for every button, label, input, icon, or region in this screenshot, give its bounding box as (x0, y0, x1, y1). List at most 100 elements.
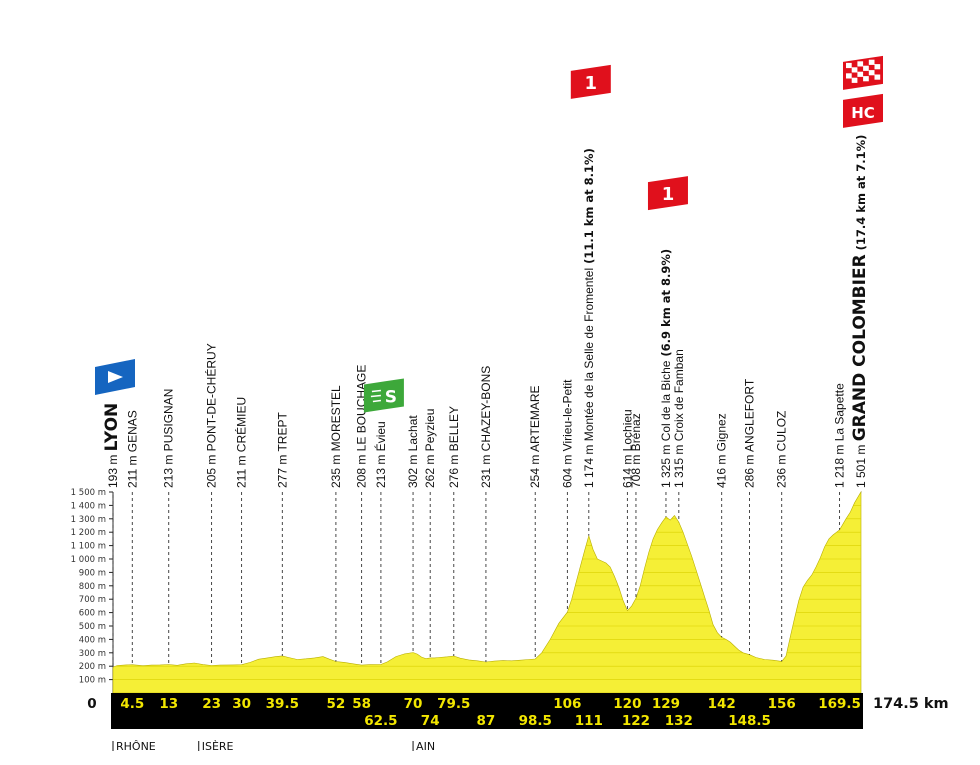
km-total-label: 174.5 km (873, 696, 949, 712)
waypoint-name: Col de la Biche (659, 360, 673, 441)
waypoint-label: 277 m TREPT (275, 412, 289, 488)
checker-square (863, 76, 869, 82)
waypoint-altitude: 231 m (479, 451, 493, 488)
sprint-badge-shape (363, 378, 404, 413)
waypoint-name: CHAZEY-BONS (479, 366, 493, 452)
waypoint-altitude: 236 m (775, 451, 789, 488)
km-band: 4.5 13 23 30 39.5 52 58 70 79.5 106 120 129 142 156 16… (87, 693, 949, 729)
waypoint-altitude: 416 m (715, 451, 729, 488)
km-marker: 13 (159, 696, 178, 712)
waypoint-name: ARTEMARE (528, 386, 542, 452)
waypoint-guides (112, 492, 841, 668)
waypoint-altitude: 208 m (355, 451, 369, 488)
sprint-speed-line (372, 399, 382, 403)
waypoint-name: PUSIGNAN (162, 389, 176, 452)
region-labels: RHÔNE ISÈRE AIN (112, 740, 435, 753)
climb-category-badge: 1 (570, 64, 611, 99)
climb-stats: (11.1 km at 8.1%) (582, 148, 596, 268)
waypoint-label: 208 m LE BOUCHAGE (355, 365, 369, 488)
climb-badges: S 1 1 HC (95, 55, 883, 413)
y-tick-label: 1 400 m (71, 501, 106, 511)
waypoint-label: 236 m CULOZ (775, 411, 789, 488)
waypoint-label: 1 325 m Col de la Biche (6.9 km at 8.9%) (659, 249, 673, 488)
region-label: AIN (416, 740, 435, 753)
waypoint-label: 235 m MORESTEL (329, 385, 343, 488)
waypoint-label: 262 m Peyzieu (423, 409, 437, 488)
waypoint-label: 708 m Brénaz (629, 413, 643, 488)
km-marker: 132 (665, 713, 693, 729)
y-tick-label: 700 m (79, 595, 106, 605)
km-marker: 70 (404, 696, 423, 712)
checker-square (846, 73, 852, 79)
category-badge-label: 1 (585, 73, 598, 94)
km-marker: 58 (352, 696, 371, 712)
waypoint-altitude: 254 m (528, 452, 542, 488)
waypoint-label: 614 m Lochieu (620, 409, 634, 488)
km-marker: 142 (708, 696, 736, 712)
waypoint-label: 213 m PUSIGNAN (162, 389, 176, 488)
checker-square (846, 62, 852, 69)
sprint-badge-icon: S (363, 378, 404, 413)
km-zero-label: 0 (87, 696, 96, 712)
km-marker: 23 (202, 696, 221, 712)
waypoint-altitude: 1 315 m (672, 441, 686, 488)
km-marker: 98.5 (519, 713, 552, 729)
waypoint-name: Gignez (715, 413, 729, 451)
km-marker: 87 (477, 713, 496, 729)
sprint-speed-line (370, 394, 381, 398)
y-tick-label: 200 m (79, 662, 106, 672)
y-tick-label: 1 500 m (71, 488, 106, 498)
climb-stats: (6.9 km at 8.9%) (659, 249, 673, 361)
waypoint-label: 231 m CHAZEY-BONS (479, 366, 493, 488)
km-marker: 62.5 (364, 713, 397, 729)
km-marker: 156 (768, 696, 796, 712)
y-tick-label: 900 m (79, 568, 106, 578)
waypoint-name: LYON (102, 403, 122, 452)
waypoint-label: 416 m Gignez (715, 413, 729, 488)
waypoint-altitude: 286 m (743, 452, 757, 488)
sprint-badge-label: S (385, 388, 397, 408)
waypoint-altitude: 213 m (374, 451, 388, 488)
climb-category-badge: HC (843, 93, 883, 128)
waypoint-name: CULOZ (775, 411, 789, 452)
elevation-area (112, 490, 862, 694)
start-arrow (108, 371, 123, 383)
waypoint-altitude: 211 m (125, 452, 139, 488)
km-marker: 122 (622, 713, 650, 729)
y-tick-label: 1 200 m (71, 528, 106, 538)
waypoint-altitude: 213 m (162, 451, 176, 488)
waypoint-label: 276 m BELLEY (447, 406, 461, 488)
waypoint-name: MORESTEL (329, 385, 343, 451)
km-marker: 129 (652, 696, 680, 712)
waypoint-altitude: 193 m (106, 451, 120, 488)
y-tick-label: 800 m (79, 582, 106, 592)
waypoint-name: Lachat (406, 415, 420, 452)
region-label: ISÈRE (202, 740, 234, 753)
waypoint-name: Peyzieu (423, 409, 437, 452)
finish-flag-icon (843, 55, 883, 90)
waypoint-altitude: 604 m (560, 451, 574, 488)
km-marker: 39.5 (266, 696, 299, 712)
category-badge-shape (570, 64, 611, 99)
waypoint-label: 604 m Virieu-le-Petit (560, 379, 574, 488)
waypoint-name: Brénaz (629, 413, 643, 451)
waypoint-name: GENAS (125, 410, 139, 452)
y-tick-label: 600 m (79, 609, 106, 619)
waypoint-label: 1 501 m GRAND COLOMBIER (17.4 km at 7.1%… (850, 135, 870, 488)
waypoint-name: Évieu (373, 421, 388, 451)
waypoint-label: 1 218 m La Sapette (833, 383, 847, 488)
km-marker: 106 (553, 696, 581, 712)
checker-square (857, 71, 864, 77)
waypoint-altitude: 262 m (423, 451, 437, 488)
waypoint-name: BELLEY (447, 406, 461, 451)
waypoint-name: Lochieu (620, 409, 634, 451)
waypoint-name: Croix de Famban (672, 349, 686, 441)
waypoint-altitude: 235 m (329, 451, 343, 488)
waypoint-name: La Sapette (833, 383, 847, 441)
waypoint-label: 286 m ANGLEFORT (743, 378, 757, 488)
km-marker: 79.5 (437, 696, 470, 712)
waypoint-label: 302 m Lachat (406, 415, 420, 488)
checker-square (868, 59, 875, 65)
waypoint-name: ANGLEFORT (743, 378, 757, 452)
checker-square (857, 61, 864, 67)
